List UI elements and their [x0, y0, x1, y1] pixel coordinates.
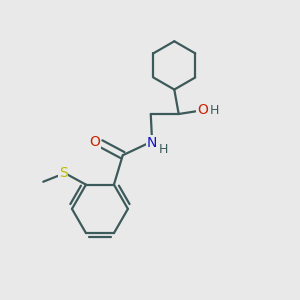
Text: S: S — [59, 166, 68, 180]
Text: O: O — [89, 135, 100, 149]
Text: O: O — [197, 103, 208, 118]
Text: N: N — [146, 136, 157, 150]
Text: H: H — [209, 104, 219, 117]
Text: H: H — [159, 143, 168, 156]
